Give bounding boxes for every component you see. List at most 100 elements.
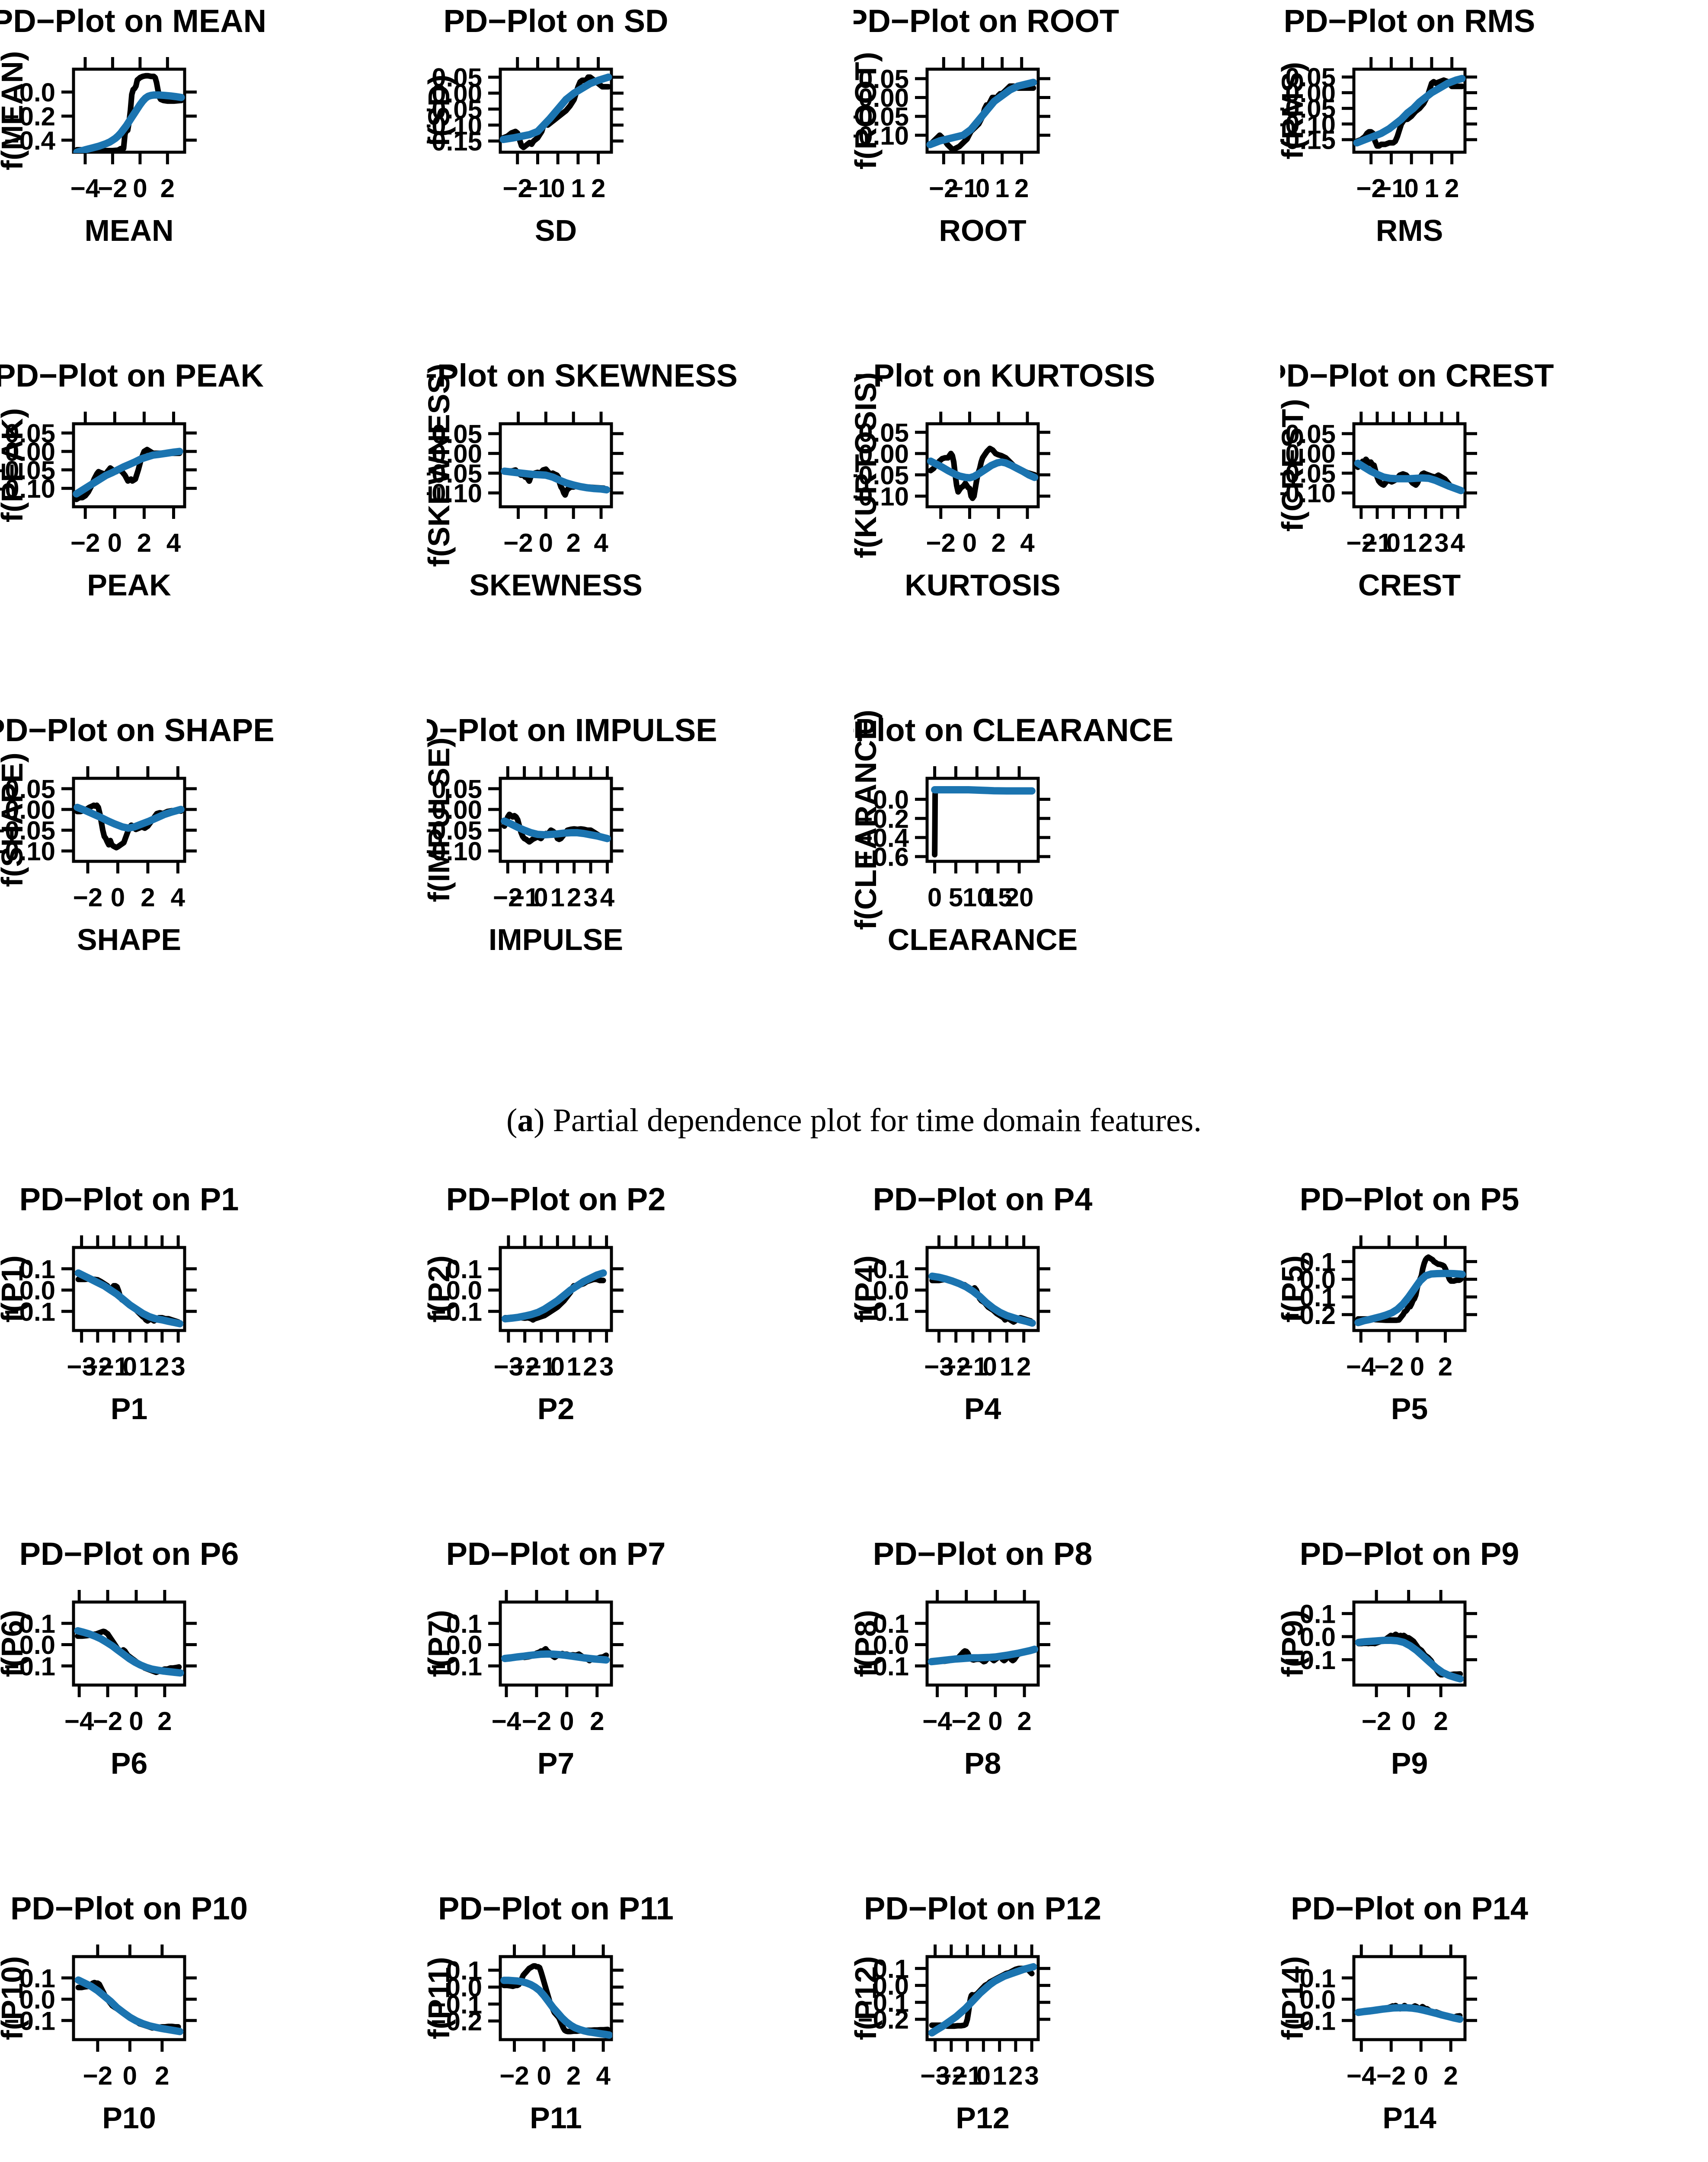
y-tick-label: 0.1 [19, 1255, 55, 1284]
y-axis-label: f(CREST) [1280, 399, 1309, 531]
x-tick-label: 0 [1410, 1352, 1424, 1381]
x-tick-label: 1 [1402, 528, 1417, 557]
x-tick-label: 0 [1404, 174, 1418, 203]
y-tick-label: 0.05 [5, 775, 55, 804]
pd-plot-p10: PD−Plot on P10 −2 0 2 0.1 0.0 −0.1 f(P10) P10 [0, 1887, 427, 2162]
y-tick-label: −0.1 [431, 1297, 482, 1326]
x-tick-label: 0 [537, 2061, 551, 2090]
x-tick-label: −3 [494, 1352, 523, 1381]
x-tick-label: −3 [924, 1352, 953, 1381]
y-tick-label: −0.1 [1285, 1646, 1336, 1675]
x-axis-label: P10 [102, 2101, 156, 2135]
x-tick-label: 3 [599, 1352, 614, 1381]
smooth-curve [927, 457, 1039, 482]
x-tick-label: −1 [526, 1352, 556, 1381]
y-tick-label: 0.0 [446, 1973, 482, 2002]
x-axis-label: P7 [537, 1746, 575, 1780]
plot-title: PD−Plot on PEAK [0, 358, 264, 393]
smooth-curve [501, 1650, 610, 1664]
y-tick-label: 0.1 [446, 1609, 482, 1638]
x-tick-label: −2 [510, 1352, 539, 1381]
y-tick-label: 0.05 [432, 775, 482, 804]
x-tick-label: 0 [123, 2061, 137, 2090]
x-tick-label: 10 [963, 883, 992, 912]
pd-curve [928, 445, 1038, 501]
x-tick-label: 4 [166, 528, 181, 557]
x-tick-label: 3 [171, 1352, 185, 1381]
y-axis-label: f(SKEWNESS) [427, 364, 456, 567]
y-axis-label: f(MEAN) [0, 51, 29, 170]
plot-title: PD−Plot on SKEWNESS [427, 358, 738, 393]
x-tick-label: −2 [73, 883, 102, 912]
x-tick-label: 20 [1005, 883, 1034, 912]
x-tick-label: 2 [1014, 174, 1029, 203]
x-tick-label: 0 [123, 1352, 137, 1381]
y-tick-label: 0.05 [1285, 63, 1336, 92]
x-axis-label: P8 [964, 1746, 1001, 1780]
pd-plot-p7: PD−Plot on P7 −4 −2 0 2 0.1 0.0 −0.1 f(P7) P7 [422, 1533, 854, 1887]
x-tick-label: 4 [1020, 528, 1035, 557]
y-axis-label: f(P7) [427, 1610, 456, 1677]
x-axis-label: P14 [1382, 2101, 1436, 2135]
plot-title: PD−Plot on P2 [446, 1181, 666, 1217]
x-tick-label: −2 [941, 1352, 970, 1381]
x-tick-label: 5 [949, 883, 963, 912]
x-tick-label: 4 [594, 528, 608, 557]
plot-title: PD−Plot on P6 [19, 1536, 239, 1572]
y-tick-label: 0.1 [873, 1954, 909, 1983]
y-tick-label: −0.1 [431, 1652, 482, 1681]
smooth-curve [501, 817, 611, 842]
smooth-curve [74, 1269, 184, 1327]
y-axis-label: f(IMPULSE) [427, 737, 456, 902]
x-axis-label: RMS [1376, 214, 1443, 247]
x-tick-label: 1 [571, 174, 585, 203]
smooth-curve [928, 1963, 1037, 2037]
y-axis-label: f(ROOT) [854, 52, 883, 170]
y-tick-label: −0.05 [854, 461, 909, 490]
y-tick-label: −0.05 [0, 456, 55, 485]
x-tick-label: 0 [133, 174, 147, 203]
x-tick-label: −1 [509, 883, 539, 912]
pd-plot-mean-svg: PD−Plot on MEAN −4−2 0 2 0.0−0.2−0.4f(MEAN) M… [0, 3, 266, 247]
y-tick-label: 0.0 [19, 78, 55, 107]
y-tick-label: −0.1 [1285, 2006, 1336, 2035]
plot-title: PD−Plot on MEAN [0, 3, 266, 39]
pd-curve [929, 1965, 1035, 2029]
plot-title: PD−Plot on P8 [873, 1536, 1093, 1572]
pd-plot-peak-svg: PD−Plot on PEAK −2 024 0.050.00−0.05−0.10f(… [0, 358, 264, 602]
y-tick-label: −0.05 [427, 95, 482, 124]
plot-title: PD−Plot on P10 [10, 1890, 248, 1926]
y-tick-label: 0.0 [19, 1985, 55, 2014]
y-axis-label: f(P8) [854, 1610, 883, 1677]
y-tick-label: −0.15 [1280, 126, 1336, 155]
smooth-curve [928, 1273, 1036, 1327]
y-axis-label: f(PEAK) [0, 408, 29, 522]
x-tick-label: 1 [992, 2061, 1007, 2090]
x-tick-label: −2 [1356, 174, 1386, 203]
pd-plot-p4: PD−Plot on P4 −3 −2 −1 0 1 2 0.1 0.0 −0.1 f(P4) P4 [849, 1178, 1280, 1533]
x-tick-label: 2 [137, 528, 151, 557]
smooth-curve [500, 1977, 612, 2039]
x-tick-label: −2 [1374, 1352, 1404, 1381]
y-tick-label: −0.2 [858, 804, 909, 833]
x-axis-label: CREST [1358, 568, 1461, 602]
x-tick-label: 2 [1438, 1352, 1452, 1381]
pd-plot-p14-svg: PD−Plot on P14 −4 −2 0 2 0.10.0−0.1f(P14) P14 [1276, 1890, 1528, 2135]
smooth-curve [74, 1976, 184, 2035]
x-tick-label: 0 [550, 174, 565, 203]
plot-title: PD−Plot on P1 [19, 1181, 239, 1217]
y-tick-label: 0.00 [432, 796, 482, 825]
x-tick-label: 3 [583, 883, 598, 912]
y-tick-label: 0.0 [873, 1276, 909, 1305]
y-tick-label: −0.1 [1285, 1283, 1336, 1312]
y-tick-label: 0.0 [1300, 1985, 1336, 2014]
smooth-curve [73, 448, 183, 498]
y-tick-label: −0.4 [858, 823, 909, 852]
y-tick-label: 0.1 [1300, 1599, 1336, 1628]
x-tick-label: 0 [1386, 528, 1401, 557]
